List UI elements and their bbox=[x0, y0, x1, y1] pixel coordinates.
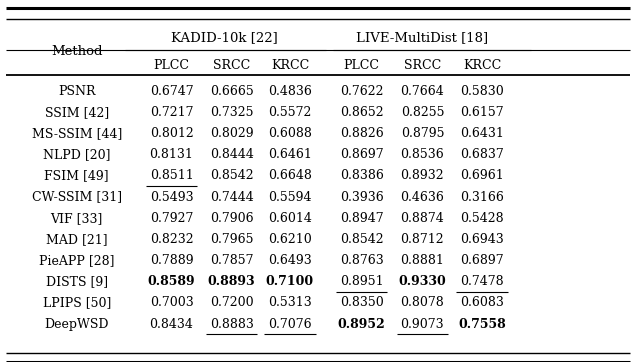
Text: 0.7325: 0.7325 bbox=[210, 106, 253, 119]
Text: LPIPS [50]: LPIPS [50] bbox=[43, 296, 111, 310]
Text: 0.8542: 0.8542 bbox=[340, 233, 383, 246]
Text: 0.8883: 0.8883 bbox=[210, 318, 253, 331]
Text: 0.8444: 0.8444 bbox=[210, 148, 253, 161]
Text: LIVE-MultiDist [18]: LIVE-MultiDist [18] bbox=[356, 31, 488, 45]
Text: 0.8232: 0.8232 bbox=[150, 233, 193, 246]
Text: 0.6493: 0.6493 bbox=[268, 254, 312, 267]
Text: 0.6461: 0.6461 bbox=[268, 148, 312, 161]
Text: 0.8511: 0.8511 bbox=[150, 169, 193, 182]
Text: 0.7003: 0.7003 bbox=[150, 296, 193, 310]
Text: 0.8874: 0.8874 bbox=[401, 212, 444, 225]
Text: 0.6157: 0.6157 bbox=[460, 106, 504, 119]
Text: PLCC: PLCC bbox=[154, 59, 189, 72]
Text: 0.6897: 0.6897 bbox=[460, 254, 504, 267]
Text: 0.8795: 0.8795 bbox=[401, 127, 444, 140]
Text: 0.7927: 0.7927 bbox=[150, 212, 193, 225]
Text: 0.7444: 0.7444 bbox=[210, 191, 253, 203]
Text: 0.6014: 0.6014 bbox=[268, 212, 312, 225]
Text: 0.8652: 0.8652 bbox=[340, 106, 383, 119]
Text: 0.8131: 0.8131 bbox=[150, 148, 193, 161]
Text: 0.6083: 0.6083 bbox=[460, 296, 504, 310]
Text: 0.9073: 0.9073 bbox=[401, 318, 444, 331]
Text: 0.5830: 0.5830 bbox=[460, 85, 504, 98]
Text: KRCC: KRCC bbox=[271, 59, 309, 72]
Text: 0.7889: 0.7889 bbox=[150, 254, 193, 267]
Text: 0.7906: 0.7906 bbox=[210, 212, 253, 225]
Text: 0.3936: 0.3936 bbox=[340, 191, 383, 203]
Text: FSIM [49]: FSIM [49] bbox=[45, 169, 109, 182]
Text: Method: Method bbox=[51, 45, 102, 58]
Text: 0.8589: 0.8589 bbox=[148, 275, 195, 288]
Text: 0.8386: 0.8386 bbox=[340, 169, 383, 182]
Text: 0.3166: 0.3166 bbox=[460, 191, 504, 203]
Text: 0.7664: 0.7664 bbox=[401, 85, 444, 98]
Text: KRCC: KRCC bbox=[463, 59, 501, 72]
Text: 0.5493: 0.5493 bbox=[150, 191, 193, 203]
Text: 0.8078: 0.8078 bbox=[401, 296, 444, 310]
Text: 0.6648: 0.6648 bbox=[268, 169, 312, 182]
Text: 0.8881: 0.8881 bbox=[401, 254, 444, 267]
Text: 0.8542: 0.8542 bbox=[210, 169, 253, 182]
Text: 0.8763: 0.8763 bbox=[340, 254, 383, 267]
Text: 0.8932: 0.8932 bbox=[401, 169, 444, 182]
Text: MS-SSIM [44]: MS-SSIM [44] bbox=[31, 127, 122, 140]
Text: 0.5572: 0.5572 bbox=[268, 106, 312, 119]
Text: 0.8536: 0.8536 bbox=[401, 148, 444, 161]
Text: 0.8350: 0.8350 bbox=[340, 296, 383, 310]
Text: 0.7558: 0.7558 bbox=[458, 318, 506, 331]
Text: 0.8012: 0.8012 bbox=[150, 127, 193, 140]
Text: 0.8029: 0.8029 bbox=[210, 127, 253, 140]
Text: 0.6837: 0.6837 bbox=[460, 148, 504, 161]
Text: 0.7076: 0.7076 bbox=[268, 318, 312, 331]
Text: 0.4836: 0.4836 bbox=[268, 85, 312, 98]
Text: NLPD [20]: NLPD [20] bbox=[43, 148, 111, 161]
Text: 0.8952: 0.8952 bbox=[338, 318, 385, 331]
Text: PieAPP [28]: PieAPP [28] bbox=[39, 254, 115, 267]
Text: 0.5594: 0.5594 bbox=[268, 191, 312, 203]
Text: 0.6431: 0.6431 bbox=[460, 127, 504, 140]
Text: 0.8697: 0.8697 bbox=[340, 148, 383, 161]
Text: 0.7965: 0.7965 bbox=[210, 233, 253, 246]
Text: 0.8434: 0.8434 bbox=[150, 318, 193, 331]
Text: SRCC: SRCC bbox=[213, 59, 250, 72]
Text: PLCC: PLCC bbox=[344, 59, 380, 72]
Text: 0.7857: 0.7857 bbox=[210, 254, 253, 267]
Text: DISTS [9]: DISTS [9] bbox=[45, 275, 108, 288]
Text: 0.8951: 0.8951 bbox=[340, 275, 383, 288]
Text: 0.8712: 0.8712 bbox=[401, 233, 444, 246]
Text: SRCC: SRCC bbox=[404, 59, 441, 72]
Text: 0.6088: 0.6088 bbox=[268, 127, 312, 140]
Text: 0.9330: 0.9330 bbox=[399, 275, 446, 288]
Text: SSIM [42]: SSIM [42] bbox=[45, 106, 109, 119]
Text: 0.6943: 0.6943 bbox=[460, 233, 504, 246]
Text: 0.8893: 0.8893 bbox=[208, 275, 255, 288]
Text: 0.7622: 0.7622 bbox=[340, 85, 383, 98]
Text: 0.7100: 0.7100 bbox=[266, 275, 314, 288]
Text: 0.4636: 0.4636 bbox=[401, 191, 444, 203]
Text: 0.6665: 0.6665 bbox=[210, 85, 253, 98]
Text: 0.7217: 0.7217 bbox=[150, 106, 193, 119]
Text: 0.6210: 0.6210 bbox=[268, 233, 312, 246]
Text: KADID-10k [22]: KADID-10k [22] bbox=[171, 31, 277, 45]
Text: 0.5428: 0.5428 bbox=[460, 212, 504, 225]
Text: VIF [33]: VIF [33] bbox=[51, 212, 103, 225]
Text: 0.6961: 0.6961 bbox=[460, 169, 504, 182]
Text: 0.5313: 0.5313 bbox=[268, 296, 312, 310]
Text: 0.8826: 0.8826 bbox=[340, 127, 383, 140]
Text: 0.7200: 0.7200 bbox=[210, 296, 253, 310]
Text: CW-SSIM [31]: CW-SSIM [31] bbox=[32, 191, 122, 203]
Text: 0.7478: 0.7478 bbox=[460, 275, 504, 288]
Text: PSNR: PSNR bbox=[58, 85, 95, 98]
Text: 0.8255: 0.8255 bbox=[401, 106, 444, 119]
Text: DeepWSD: DeepWSD bbox=[45, 318, 109, 331]
Text: 0.8947: 0.8947 bbox=[340, 212, 383, 225]
Text: 0.6747: 0.6747 bbox=[150, 85, 193, 98]
Text: MAD [21]: MAD [21] bbox=[46, 233, 108, 246]
